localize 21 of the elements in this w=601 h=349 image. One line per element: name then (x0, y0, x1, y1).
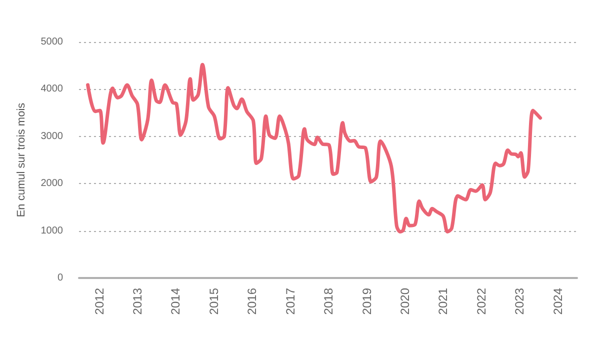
y-tick-label: 3000 (40, 130, 64, 142)
y-tick-label: 0 (57, 272, 64, 284)
x-tick-label: 2024 (550, 288, 565, 315)
line-series (86, 62, 542, 234)
x-tick-label: 2023 (512, 288, 527, 315)
x-tick-label: 2016 (245, 288, 260, 315)
x-tick-label: 2021 (436, 288, 450, 315)
x-tick-label: 2013 (130, 288, 144, 315)
y-tick-label: 1000 (40, 225, 64, 236)
y-tick-label: 5000 (40, 36, 64, 48)
x-tick-label: 2017 (283, 288, 298, 315)
x-tick-label: 2018 (322, 288, 336, 315)
x-tick-label: 2019 (360, 288, 374, 315)
y-tick-label: 4000 (40, 84, 64, 95)
y-axis-title: En cumul sur trois mois (16, 102, 28, 218)
x-tick-label: 2022 (474, 288, 488, 315)
x-tick-label: 2014 (168, 288, 183, 315)
x-tick-label: 2020 (398, 288, 412, 315)
x-tick-label: 2015 (206, 288, 221, 315)
y-tick-label: 2000 (40, 178, 64, 190)
x-tick-label: 2012 (92, 288, 106, 315)
